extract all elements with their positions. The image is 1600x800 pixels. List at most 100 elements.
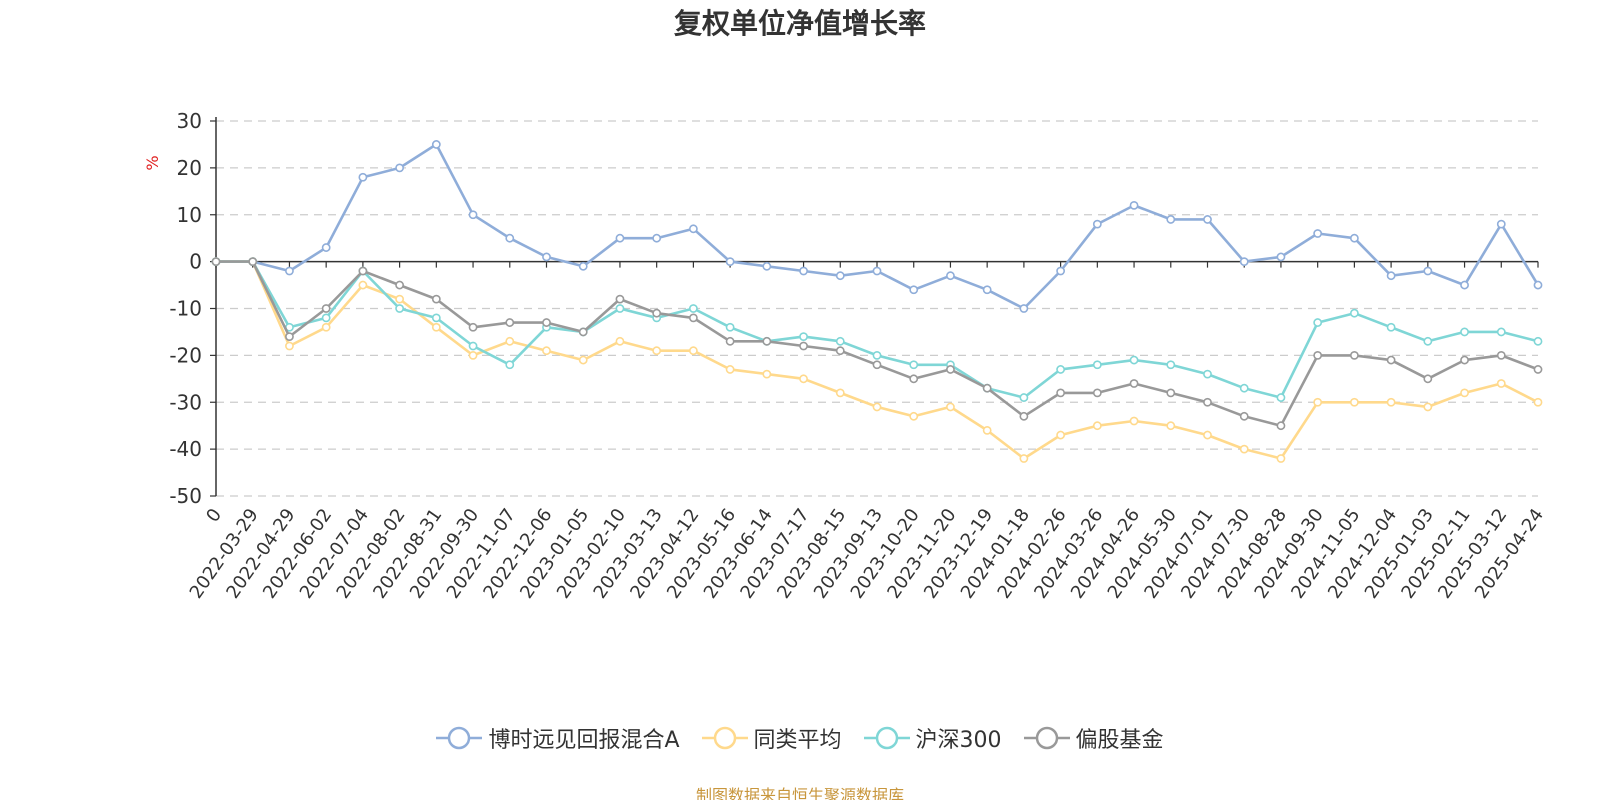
series-point (652, 308, 662, 318)
series-point (1386, 355, 1396, 365)
series-point (1349, 350, 1359, 360)
series-point (1056, 430, 1066, 440)
series-point (835, 346, 845, 356)
legend-marker-icon (701, 726, 748, 750)
series-point (615, 336, 625, 346)
series-point (799, 341, 808, 351)
series-point (946, 271, 955, 281)
legend-label: 偏股基金 (1075, 728, 1164, 753)
series-point (1129, 355, 1139, 365)
series-point (505, 233, 515, 243)
legend-item[interactable]: 沪深300 (863, 722, 1002, 754)
series-point (1166, 215, 1176, 224)
series-point (1276, 393, 1286, 402)
series-point (1496, 379, 1506, 388)
series-point (542, 318, 551, 327)
series-point (1056, 365, 1066, 374)
series-point (505, 318, 515, 327)
series-point (872, 350, 882, 360)
series-point (1239, 257, 1249, 267)
series-point (321, 304, 331, 313)
series-point (615, 233, 625, 243)
series-point (1460, 280, 1469, 290)
y-tick-label: -20 (169, 343, 202, 367)
series-point (431, 322, 441, 332)
legend-item[interactable]: 偏股基金 (1023, 722, 1164, 754)
series-point (248, 257, 258, 267)
legend-marker-icon (863, 726, 910, 750)
series-point (395, 280, 405, 290)
series-point (1460, 355, 1469, 365)
series-point (909, 411, 919, 421)
series-point (1129, 200, 1139, 210)
series-point (542, 346, 551, 356)
series-point (1423, 336, 1433, 346)
series-point (321, 243, 331, 252)
series-point (1276, 454, 1286, 463)
series-point (542, 252, 551, 262)
legend: 博时远见回报混合A 同类平均 沪深300 偏股基金 (0, 722, 1600, 754)
series-point (1129, 379, 1139, 388)
series-point (1092, 360, 1102, 370)
series-point (1166, 421, 1176, 431)
series-point (431, 294, 441, 304)
series-point (909, 285, 919, 295)
series-line (216, 260, 1539, 399)
series-point (688, 346, 698, 356)
legend-label: 沪深300 (915, 728, 1002, 753)
series-point (431, 140, 441, 149)
series-point (909, 374, 919, 384)
series-point (946, 365, 955, 374)
series-point (1423, 374, 1433, 384)
series-point (872, 360, 882, 370)
series-point (725, 322, 735, 332)
series-point (1313, 397, 1323, 407)
series-point (762, 336, 772, 346)
source-note: 制图数据来自恒生聚源数据库 (695, 786, 904, 800)
series-point (1239, 444, 1249, 454)
series-point (835, 271, 845, 281)
series-point (725, 257, 735, 267)
series-point (321, 313, 331, 323)
series-point (762, 261, 772, 271)
series-point (468, 322, 478, 332)
series-point (505, 360, 515, 370)
series-point (1386, 397, 1396, 407)
series-point (578, 355, 588, 365)
series-point (1349, 233, 1359, 243)
legend-item[interactable]: 博时远见回报混合A (436, 722, 680, 754)
legend-label: 同类平均 (753, 728, 842, 753)
series-point (615, 294, 625, 304)
y-tick-label: 30 (177, 109, 202, 133)
series-point (909, 360, 919, 370)
series-point (946, 402, 955, 412)
x-tick-label: 0 (202, 505, 226, 526)
series-point (1203, 215, 1212, 224)
series-point (725, 336, 735, 346)
series-point (285, 341, 294, 351)
series-point (1460, 327, 1469, 337)
series-point (688, 313, 698, 323)
series-point (358, 266, 368, 276)
legend-item[interactable]: 同类平均 (701, 722, 842, 754)
series-point (1019, 454, 1029, 463)
series-point (1129, 416, 1139, 426)
series-point (1313, 229, 1323, 238)
series-point (799, 332, 808, 342)
series-point (468, 341, 478, 351)
series-point (1423, 266, 1433, 276)
series-point (982, 425, 992, 435)
series-point (395, 304, 405, 313)
series-point (1019, 411, 1029, 421)
series-point (1166, 360, 1176, 370)
series-point (1056, 388, 1066, 398)
series-point (982, 285, 992, 295)
series-point (431, 313, 441, 323)
series-point (1313, 350, 1323, 360)
series-point (1533, 365, 1543, 374)
series-line (216, 143, 1540, 310)
y-tick-label: -30 (169, 390, 202, 414)
series-point (1386, 271, 1396, 281)
